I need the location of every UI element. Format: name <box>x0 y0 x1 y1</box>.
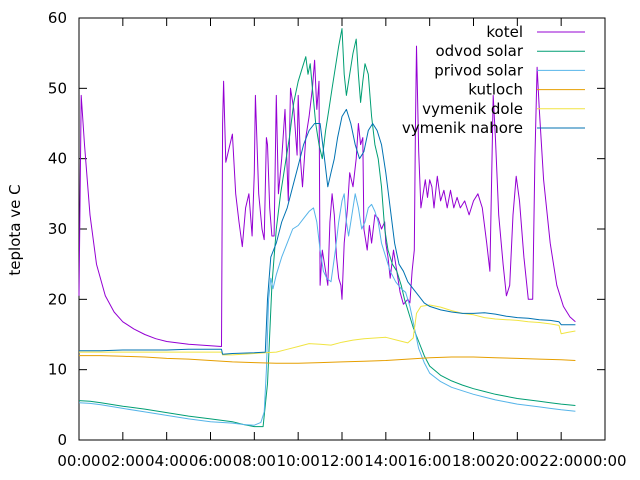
y-axis: 0 10 20 30 40 50 60 <box>48 9 605 449</box>
x-tick-label: 02:00 <box>101 452 144 470</box>
legend-label: kotel <box>486 23 523 41</box>
x-tick-label: 18:00 <box>452 452 495 470</box>
y-tick-label: 0 <box>57 431 67 449</box>
x-axis: 00:00 02:00 04:00 06:00 08:00 10:00 12:00 14:00… <box>57 18 627 470</box>
legend-label: odvod solar <box>435 42 523 60</box>
series-line-privod-solar <box>78 193 576 426</box>
x-tick-label: 12:00 <box>320 452 363 470</box>
x-tick-label: 00:00 <box>57 452 100 470</box>
x-tick-label: 14:00 <box>364 452 407 470</box>
x-tick-label: 04:00 <box>145 452 188 470</box>
series-line-kotel <box>78 45 576 347</box>
legend-label: privod solar <box>434 61 524 79</box>
x-tick-label: 22:00 <box>540 452 583 470</box>
plot-frame <box>78 17 606 441</box>
y-tick-label: 10 <box>48 361 67 379</box>
y-tick-label: 20 <box>48 290 67 308</box>
series-line-vymenik-nahore <box>79 108 576 355</box>
y-tick-label: 60 <box>48 9 67 27</box>
series-line-odvod-solar <box>78 28 576 428</box>
series-layer <box>78 28 576 428</box>
x-tick-label: 20:00 <box>496 452 539 470</box>
x-tick-label: 10:00 <box>277 452 320 470</box>
legend-label: vymenik nahore <box>402 119 523 137</box>
x-tick-label: 00:00 <box>583 452 626 470</box>
y-axis-title: teplota ve C <box>6 184 24 275</box>
y-tick-label: 50 <box>48 79 67 97</box>
series-line-vymenik-dole <box>79 304 576 356</box>
legend-label: kutloch <box>468 81 523 99</box>
y-tick-label: 30 <box>48 220 67 238</box>
legend-label: vymenik dole <box>422 100 523 118</box>
y-tick-label: 40 <box>48 150 67 168</box>
series-line-kutloch <box>79 355 576 364</box>
plot-border <box>78 17 606 441</box>
x-tick-label: 16:00 <box>408 452 451 470</box>
x-tick-label: 08:00 <box>233 452 276 470</box>
x-tick-label: 06:00 <box>189 452 232 470</box>
